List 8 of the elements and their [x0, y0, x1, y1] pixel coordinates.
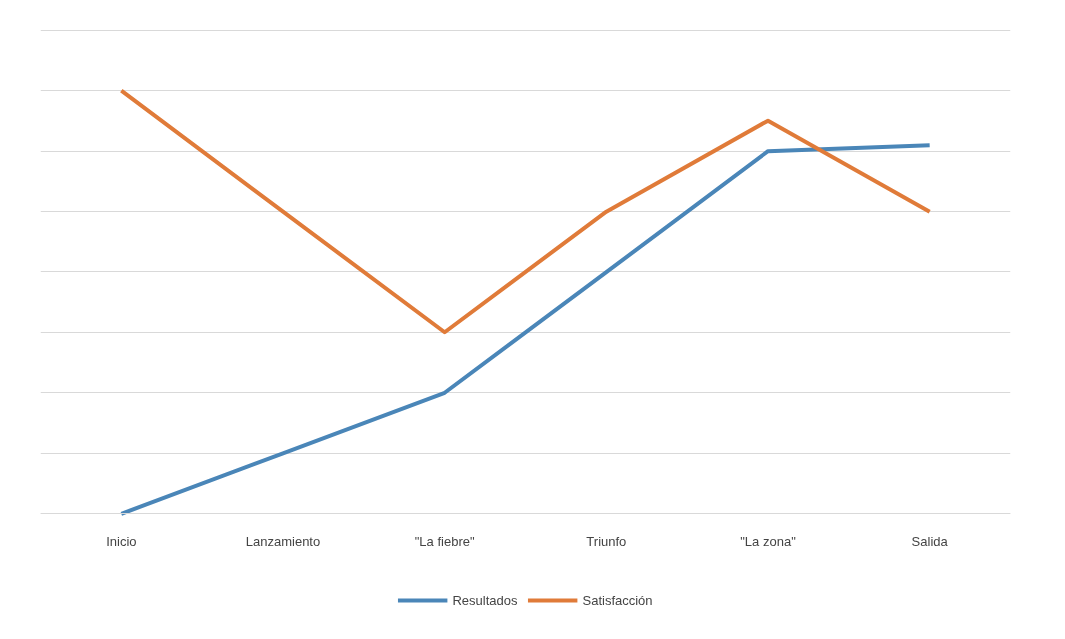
legend-label: Satisfacción	[582, 592, 653, 608]
x-tick-label: Salida	[911, 533, 949, 549]
x-tick-label: "La fiebre"	[414, 533, 475, 549]
x-tick-label: Triunfo	[586, 533, 627, 549]
x-tick-label: Inicio	[106, 533, 137, 549]
x-tick-label: Lanzamiento	[245, 533, 321, 549]
legend-label: Resultados	[452, 592, 518, 608]
x-tick-label: "La zona"	[740, 533, 797, 549]
